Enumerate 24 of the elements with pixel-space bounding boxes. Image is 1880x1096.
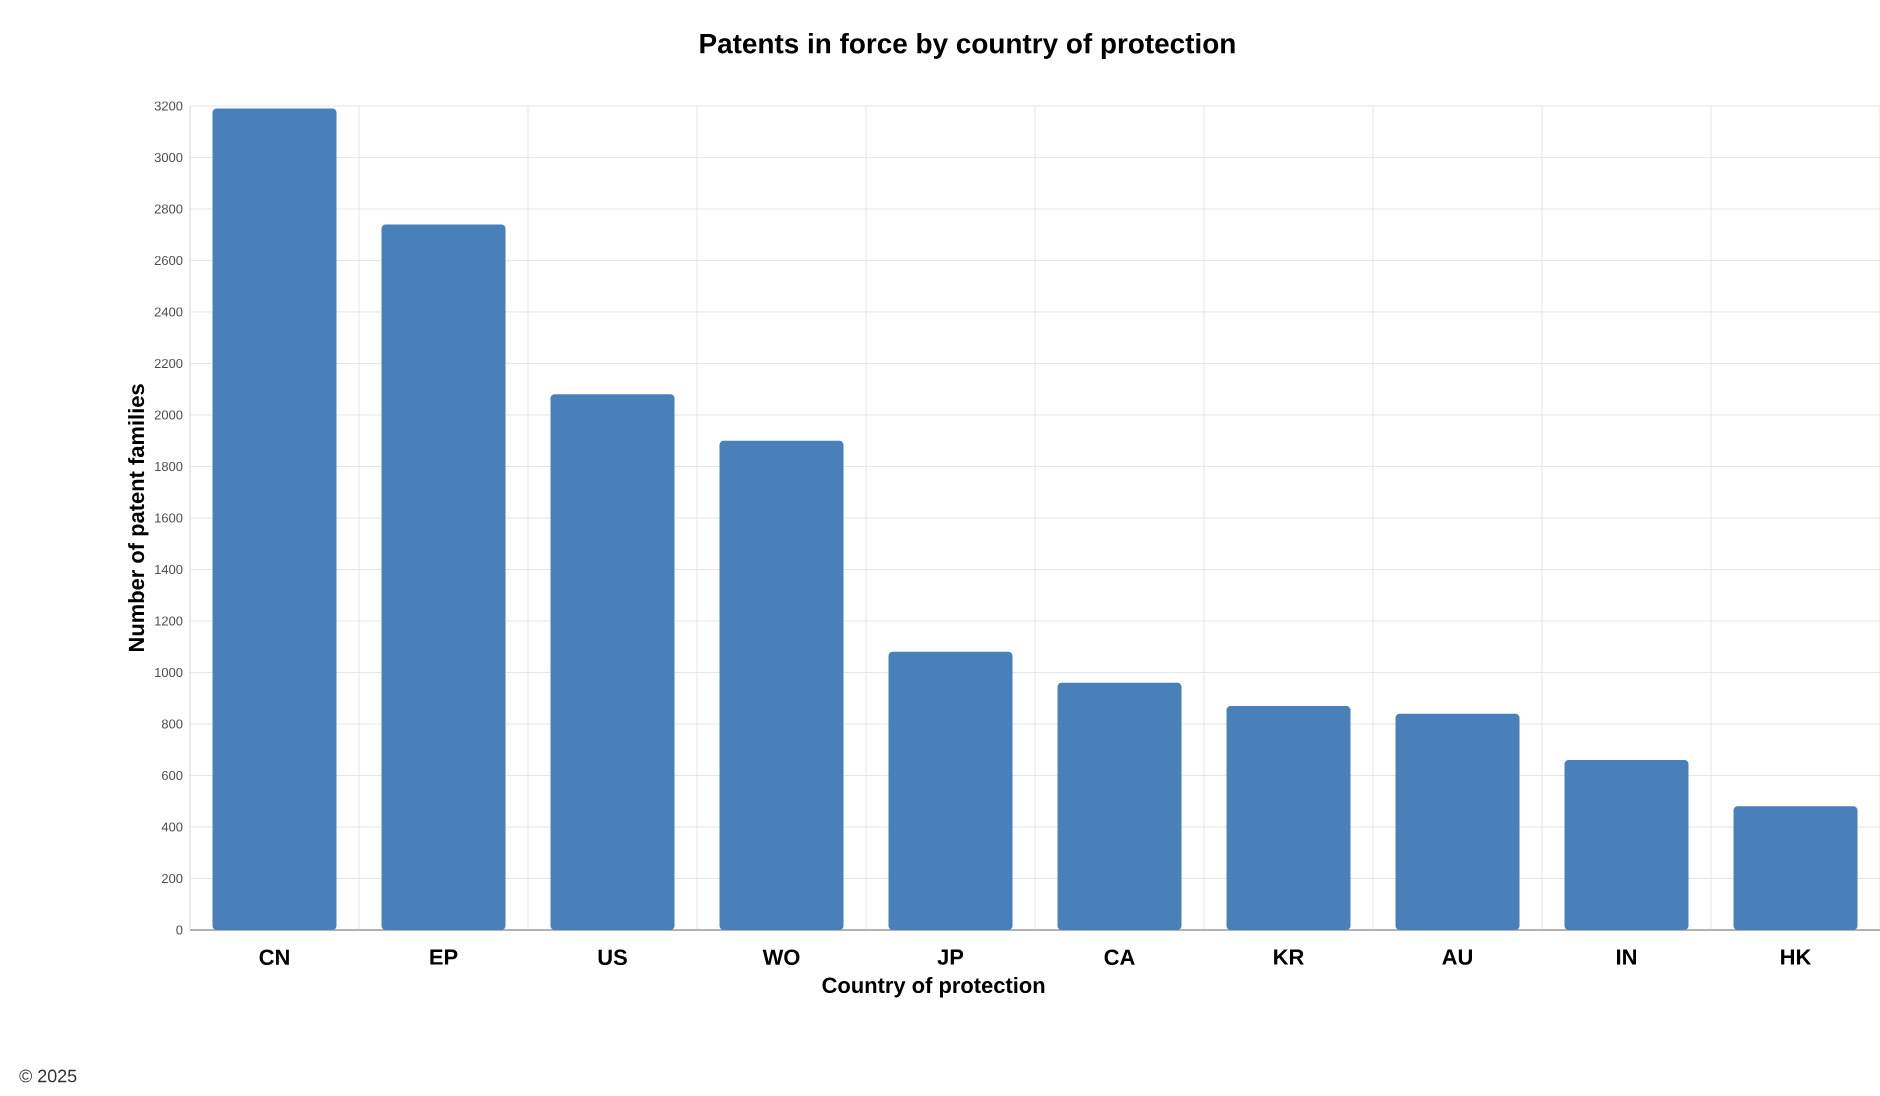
bar (212, 108, 337, 930)
chart-title: Patents in force by country of protection (700, 32, 1235, 59)
x-tick-label: KR (1274, 949, 1304, 965)
x-axis-title: Country of protection (822, 977, 1045, 998)
bar (719, 440, 844, 930)
bar (550, 394, 675, 930)
x-tick-label: EP (430, 949, 458, 965)
x-tick-label: HK (1781, 949, 1812, 965)
y-axis-title: Number of patent families (128, 384, 149, 652)
x-tick-label: US (598, 949, 627, 966)
bar (888, 651, 1013, 930)
bar (1564, 760, 1689, 930)
bar (1226, 705, 1351, 930)
bar (381, 224, 506, 930)
x-tick-label: IN (1617, 949, 1636, 965)
text: © 2025 (19, 1069, 77, 1083)
bar (1395, 713, 1520, 930)
x-tick-label: AU (1442, 949, 1472, 965)
x-tick-label: WO (762, 949, 800, 966)
x-tick-label: CA (1104, 949, 1135, 966)
bar (1057, 682, 1182, 930)
x-tick-label: JP (937, 949, 964, 965)
bar (1733, 806, 1858, 930)
x-tick-label: CN (259, 949, 289, 966)
